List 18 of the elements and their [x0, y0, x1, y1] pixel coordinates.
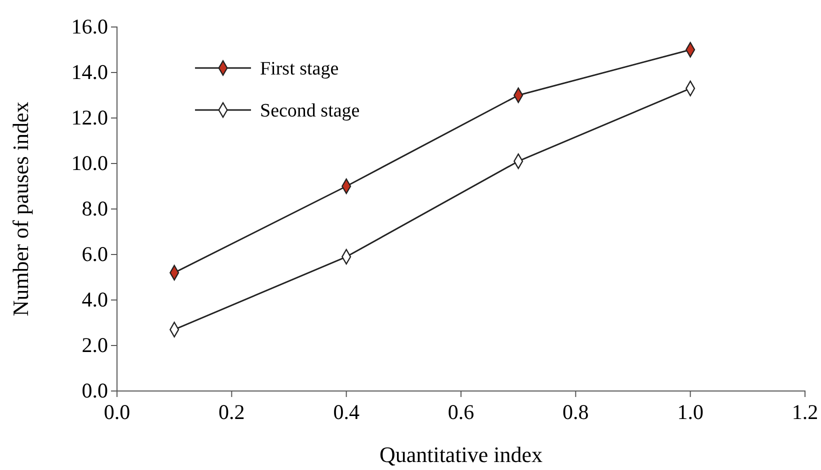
y-tick-label: 10.0 — [71, 151, 108, 176]
x-tick-label: 0.2 — [218, 400, 245, 424]
y-tick-label: 4.0 — [82, 288, 108, 312]
y-tick-label: 16.0 — [71, 14, 108, 39]
x-tick-label: 1.0 — [677, 400, 704, 424]
x-axis-title: Quantitative index — [379, 442, 543, 467]
x-tick-label: 0.4 — [333, 400, 360, 424]
y-tick-label: 2.0 — [82, 333, 108, 358]
y-axis-title: Number of pauses index — [8, 102, 33, 316]
y-tick-label: 6.0 — [82, 242, 108, 266]
legend-label: Second stage — [260, 100, 360, 122]
x-tick-label: 1.2 — [792, 400, 818, 424]
x-tick-label: 0.6 — [448, 400, 474, 424]
y-tick-label: 14.0 — [71, 60, 108, 84]
x-tick-label: 0.8 — [562, 400, 589, 424]
y-tick-label: 12.0 — [71, 106, 108, 130]
y-tick-label: 8.0 — [82, 196, 108, 221]
legend-label: First stage — [260, 58, 339, 80]
